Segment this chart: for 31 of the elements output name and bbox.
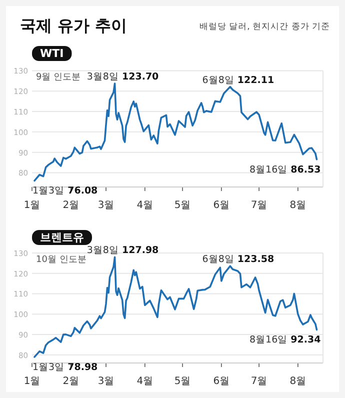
x-tick-label: 1월 [24, 200, 40, 211]
chart-title: WTI [40, 47, 64, 60]
text: 배럴당 달러, 현지시간 종가 기준 [199, 22, 330, 32]
x-tick-label: 3월 [98, 200, 114, 211]
chart-subtitle: 9월 인도분 [36, 72, 81, 83]
annotation: 1월3일 76.08 [32, 186, 98, 197]
x-tick-label: 7월 [250, 200, 268, 211]
annotation: 8월16일 86.53 [250, 164, 321, 176]
x-tick-label: 3월 [98, 376, 114, 387]
annotation: 1월3일 78.98 [32, 362, 98, 373]
x-tick-label: 5월 [174, 200, 191, 211]
chart-subtitle: 10월 인도분 [36, 255, 86, 265]
annotation: 3월8일 127.98 [86, 245, 160, 256]
annotation: 6월8일 122.11 [202, 74, 274, 86]
chart-title: 브렌트유 [40, 231, 84, 244]
x-tick-label: 4월 [136, 200, 154, 211]
annotation: 8월16일 92.34 [250, 334, 322, 346]
x-tick-label: 5월 [174, 376, 191, 387]
annotation: 6월8일 123.58 [202, 254, 274, 266]
x-tick-label: 2월 [62, 376, 80, 387]
x-tick-label: 1월 [24, 376, 40, 387]
x-tick-label: 8월 [290, 200, 306, 211]
x-tick-label: 2월 [62, 200, 80, 211]
x-tick-label: 6월 [213, 376, 230, 387]
x-tick-label: 8월 [290, 376, 306, 387]
x-tick-label: 4월 [136, 376, 154, 387]
text: 국제 유가 추이 [20, 16, 128, 35]
annotation: 3월8일 123.70 [86, 72, 160, 83]
x-tick-label: 6월 [213, 200, 230, 211]
x-tick-label: 7월 [250, 376, 268, 387]
line-series [34, 82, 318, 182]
